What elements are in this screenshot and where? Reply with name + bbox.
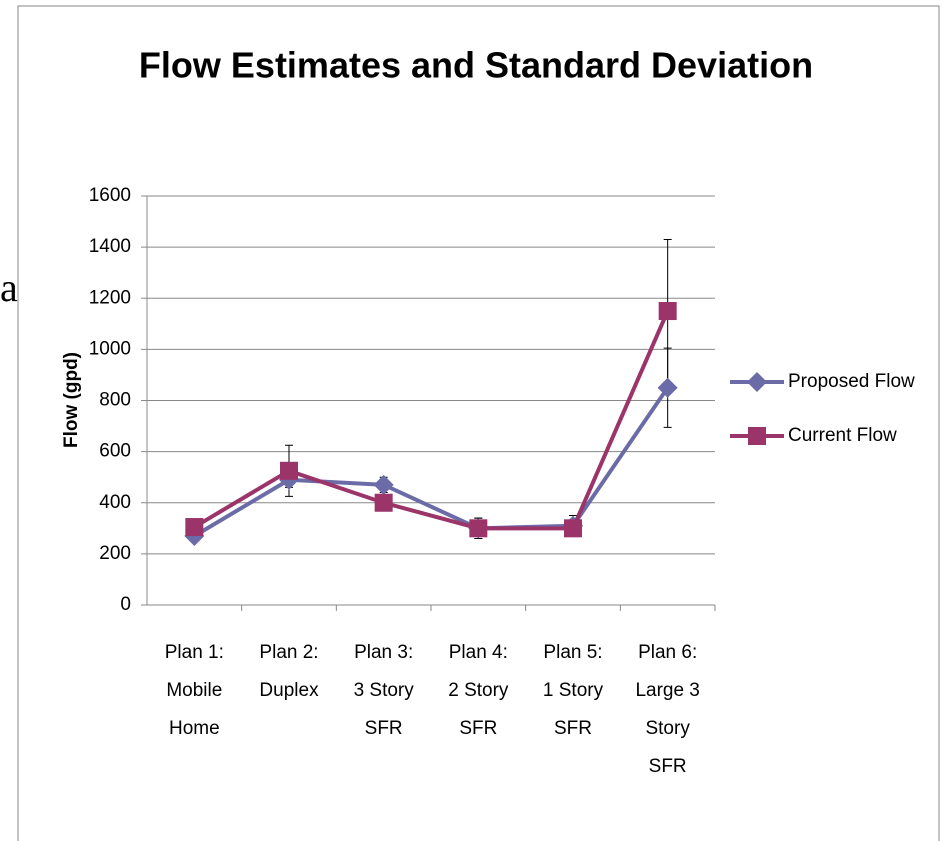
x-tick-label: Plan 6: Large 3 Story SFR	[635, 642, 699, 777]
chart-frame	[17, 5, 940, 841]
y-tick-label: 1400	[89, 236, 131, 257]
data-point	[374, 493, 393, 512]
data-point	[280, 461, 298, 480]
legend-label: Current Flow	[788, 425, 897, 446]
data-point	[657, 377, 678, 398]
y-tick-label: 1000	[89, 338, 131, 359]
data-point	[469, 519, 488, 538]
data-point	[185, 518, 204, 537]
legend-label: Proposed Flow	[788, 371, 915, 392]
y-tick-label: 400	[99, 492, 131, 513]
x-tick-label: Plan 3: 3 Story SFR	[354, 642, 415, 739]
side-text: a	[0, 265, 18, 310]
y-tick-label: 1200	[89, 287, 131, 308]
y-tick-label: 0	[120, 594, 131, 615]
y-tick-label: 200	[99, 543, 131, 564]
data-point	[564, 519, 582, 538]
data-point	[658, 302, 677, 321]
data-point	[373, 474, 394, 495]
x-tick-label: Plan 1: Mobile Home	[165, 642, 224, 739]
y-tick-label: 600	[99, 441, 131, 462]
series-line	[193, 386, 670, 538]
y-tick-label: 800	[99, 390, 131, 411]
y-axis-label: Flow (gpd)	[61, 352, 82, 448]
x-tick-label: Plan 5: 1 Story SFR	[543, 642, 604, 739]
y-tick-label: 1600	[89, 185, 131, 206]
x-tick-label: Plan 4: 2 Story SFR	[448, 642, 509, 739]
legend-marker	[748, 427, 766, 445]
x-tick-label: Plan 2: Duplex	[259, 642, 319, 701]
chart-title: Flow Estimates and Standard Deviation	[139, 45, 813, 86]
legend-marker	[747, 372, 767, 392]
series-line	[193, 310, 670, 531]
